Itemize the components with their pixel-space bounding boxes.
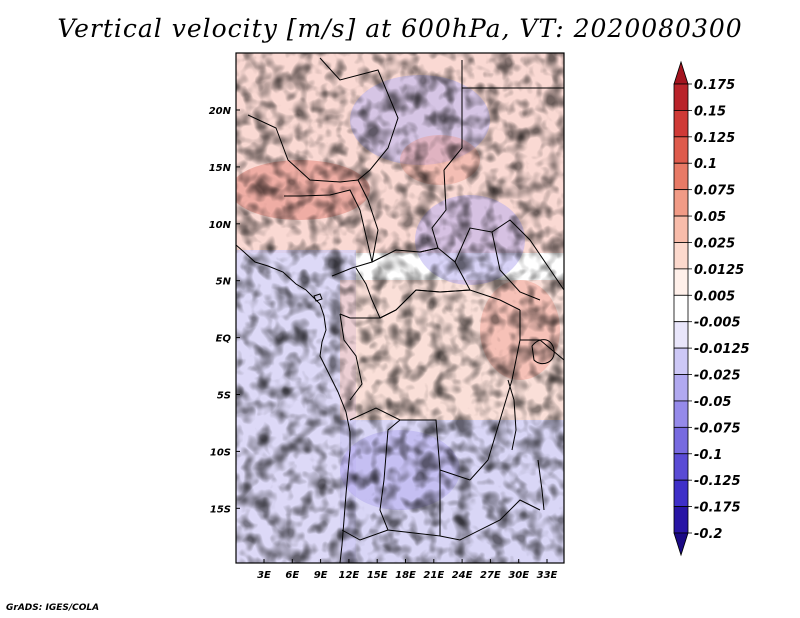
colorbar-box: [673, 189, 689, 217]
colorbar-label: 0.15: [694, 104, 726, 119]
lon-tick-label: 12E: [339, 570, 360, 581]
border-nigeria: [284, 189, 373, 277]
lon-tick-label: 30E: [508, 570, 529, 581]
colorbar-label: -0.075: [694, 421, 741, 436]
lat-tick-label: 15S: [210, 504, 231, 515]
lake-malawi: [537, 459, 545, 511]
lon-tick-label: 6E: [285, 570, 299, 581]
colorbar-label: 0.075: [694, 184, 735, 199]
colorbar-triangle-bottom: [673, 532, 689, 557]
field-noise-blue: [236, 53, 564, 563]
colorbar-label: -0.125: [694, 474, 741, 489]
colorbar-box: [673, 110, 689, 138]
lat-tick-label: 5S: [217, 391, 231, 402]
lat-tick-label: 10S: [210, 447, 231, 458]
border-ethiopia: [491, 219, 564, 291]
border-congo-gabon: [339, 313, 363, 401]
colorbar-triangle-top: [673, 60, 689, 85]
lon-tick-label: 15E: [367, 570, 388, 581]
lon-tick-label: 3E: [257, 570, 271, 581]
country-borders: [236, 57, 564, 563]
latitude-axis: 20N 15N 10N 5N EQ 5S 10S 15S: [209, 106, 240, 515]
border-algeria-libya: [319, 57, 399, 181]
border-namibia: [341, 529, 389, 541]
footer-credit: GrADS: IGES/COLA: [6, 603, 100, 613]
lon-tick-label: 9E: [314, 570, 328, 581]
border-drc-east: [469, 310, 521, 481]
colorbar-label: -0.05: [694, 395, 731, 410]
colorbar-box: [673, 506, 689, 534]
lat-tick-label: 5N: [216, 277, 232, 288]
lat-tick-label: EQ: [216, 334, 232, 345]
longitude-axis: 3E 6E 9E 12E 15E 18E 21E 24E 27E 30E 33E: [257, 559, 558, 581]
colorbar-box: [673, 347, 689, 375]
colorbar-label: 0.05: [694, 210, 726, 225]
lat-tick-label: 20N: [209, 106, 232, 117]
border-cameroon: [339, 267, 381, 319]
colorbar-label: 0.005: [694, 289, 735, 304]
colorbar-box: [673, 426, 689, 455]
border-drc-south: [349, 407, 471, 481]
colorbar-box: [673, 374, 689, 402]
colorbar-box: [673, 83, 689, 111]
colorbar-label: -0.025: [694, 369, 741, 384]
colorbar-label: -0.175: [694, 501, 741, 516]
border-sudan-south: [454, 227, 541, 301]
colorbar-label: -0.2: [694, 527, 722, 542]
colorbar-box: [673, 136, 689, 164]
colorbar-label: -0.0125: [694, 342, 750, 357]
island-bioko: [313, 293, 323, 302]
map-panel: [236, 53, 564, 563]
border-mali-niger: [247, 114, 341, 183]
lon-tick-label: 27E: [480, 570, 501, 581]
colorbar-label: 0.125: [694, 131, 735, 146]
lat-tick-label: 10N: [209, 220, 232, 231]
lon-tick-label: 33E: [537, 570, 558, 581]
colorbar-label: 0.025: [694, 236, 735, 251]
map-title: Vertical velocity [m/s] at 600hPa, VT: 2…: [57, 14, 743, 43]
lake-victoria: [531, 339, 555, 365]
lon-tick-label: 21E: [423, 570, 444, 581]
colorbar-label: 0.1: [694, 157, 717, 172]
colorbar-box: [673, 453, 689, 481]
lake-tanganyika: [507, 379, 517, 451]
colorbar-box: [673, 215, 689, 243]
lon-tick-label: 18E: [395, 570, 416, 581]
colorbar-label: -0.1: [694, 448, 722, 463]
map-frame: [235, 52, 565, 564]
coastline-west-africa: [236, 244, 351, 563]
border-niger-chad: [339, 179, 379, 263]
border-libya-egypt: [443, 60, 463, 171]
colorbar: 0.175 0.15 0.125 0.1 0.075 0.05 0.025 0.0125 0.0…: [673, 60, 750, 557]
colorbar-box: [673, 400, 689, 428]
colorbar-box: [673, 479, 689, 507]
lat-tick-label: 15N: [209, 163, 232, 174]
colorbar-box: [673, 294, 689, 323]
border-zambia: [439, 499, 541, 541]
colorbar-box: [673, 268, 689, 296]
colorbar-label: 0.175: [694, 78, 735, 93]
colorbar-box: [673, 162, 689, 191]
border-drc-north: [379, 289, 521, 319]
colorbar-label: -0.005: [694, 316, 741, 331]
lon-tick-label: 24E: [452, 570, 473, 581]
colorbar-box: [673, 321, 689, 349]
colorbar-label: 0.0125: [694, 263, 744, 278]
colorbar-box: [673, 242, 689, 270]
